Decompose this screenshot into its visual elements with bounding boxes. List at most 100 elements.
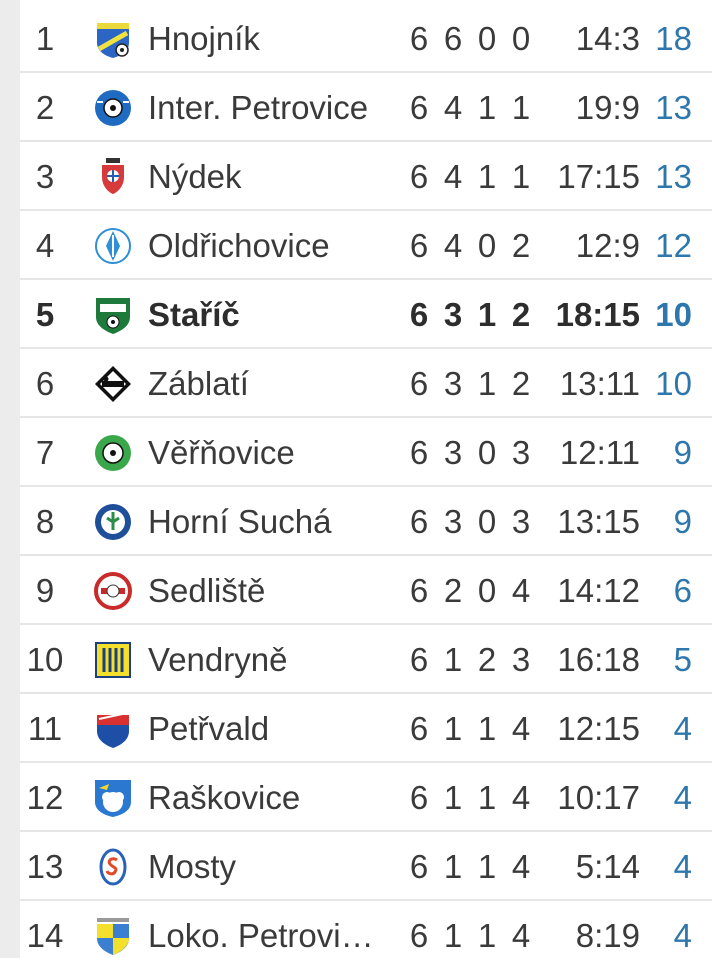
won-cell: 4 [443,227,463,264]
score-cell: 14:3 [575,20,640,57]
played-cell: 6 [409,779,429,816]
points-cell: 4 [673,710,692,747]
team-name[interactable]: Oldřichovice [148,227,330,264]
team-name[interactable]: Hnojník [148,20,260,57]
lost-cell: 2 [511,296,531,333]
won-cell: 6 [443,20,463,57]
points-cell: 9 [673,434,692,471]
rank-cell: 6 [35,365,55,402]
standings-table: 1 Hnojník 6 6 0 0 14:3 18 2 Inter. Petrovice 6 4 1 1 1… [20,0,712,958]
won-cell: 3 [443,434,463,471]
played-cell: 6 [409,227,429,264]
drawn-cell: 1 [477,365,497,402]
score-cell: 12:11 [559,434,640,471]
score-cell: 14:12 [557,572,640,609]
won-cell: 3 [443,365,463,402]
table-row[interactable]: 6 Záblatí 6 3 1 2 13:11 10 [20,350,712,418]
team-name[interactable]: Sedliště [148,572,266,609]
table-row[interactable]: 11 Petřvald 6 1 1 4 12:15 4 [20,695,712,763]
score-cell: 12:15 [557,710,640,747]
lost-cell: 3 [511,641,531,678]
drawn-cell: 2 [477,641,497,678]
lost-cell: 1 [511,89,531,126]
table-row[interactable]: 4 Oldřichovice 6 4 0 2 12:9 12 [20,212,712,280]
nydek-crest-icon [93,157,133,197]
team-name[interactable]: Nýdek [148,158,242,195]
won-cell: 1 [443,710,463,747]
rank-cell: 7 [35,434,55,471]
drawn-cell: 1 [477,158,497,195]
points-cell: 10 [655,365,692,402]
points-cell: 5 [673,641,692,678]
team-name[interactable]: Inter. Petrovice [148,89,369,126]
score-cell: 10:17 [557,779,640,816]
played-cell: 6 [409,503,429,540]
won-cell: 3 [443,503,463,540]
lost-cell: 4 [511,848,531,885]
inter-petrovice-crest-icon [93,88,133,128]
lost-cell: 0 [511,20,531,57]
points-cell: 9 [673,503,692,540]
drawn-cell: 0 [477,503,497,540]
won-cell: 2 [443,572,463,609]
table-row[interactable]: 12 Raškovice 6 1 1 4 10:17 4 [20,764,712,832]
table-row[interactable]: 5 Staříč 6 3 1 2 18:15 10 [20,281,712,349]
team-name[interactable]: Raškovice [148,779,301,816]
loko-petrovice-crest-icon [93,916,133,956]
team-name[interactable]: Horní Suchá [148,503,332,540]
score-cell: 8:19 [575,917,640,954]
rank-cell: 12 [26,779,64,816]
table-row[interactable]: 13 Mosty 6 1 1 4 5:14 4 [20,833,712,901]
won-cell: 3 [443,296,463,333]
lost-cell: 4 [511,710,531,747]
score-cell: 17:15 [557,158,640,195]
drawn-cell: 1 [477,917,497,954]
lost-cell: 4 [511,779,531,816]
score-cell: 18:15 [555,296,640,333]
lost-cell: 2 [511,227,531,264]
staric-crest-icon [93,295,133,335]
table-row[interactable]: 8 Horní Suchá 6 3 0 3 13:15 9 [20,488,712,556]
table-row[interactable]: 9 Sedliště 6 2 0 4 14:12 6 [20,557,712,625]
drawn-cell: 0 [477,434,497,471]
drawn-cell: 1 [477,848,497,885]
vendryne-crest-icon [93,640,133,680]
score-cell: 13:15 [557,503,640,540]
team-name[interactable]: Petřvald [148,710,270,747]
table-row[interactable]: 3 Nýdek 6 4 1 1 17:15 13 [20,143,712,211]
table-row[interactable]: 2 Inter. Petrovice 6 4 1 1 19:9 13 [20,74,712,142]
team-name[interactable]: Vendryně [148,641,288,678]
points-cell: 4 [673,779,692,816]
rank-cell: 10 [26,641,64,678]
points-cell: 4 [673,917,692,954]
verovice-crest-icon [93,433,133,473]
played-cell: 6 [409,710,429,747]
team-name[interactable]: Loko. Petrovi… [148,917,374,954]
played-cell: 6 [409,89,429,126]
mosty-crest-icon [93,847,133,887]
played-cell: 6 [409,158,429,195]
lost-cell: 4 [511,572,531,609]
drawn-cell: 1 [477,710,497,747]
table-row[interactable]: 14 Loko. Petrovi… 6 1 1 4 8:19 4 [20,902,712,958]
points-cell: 4 [673,848,692,885]
rank-cell: 11 [27,710,63,747]
drawn-cell: 0 [477,20,497,57]
oldrichovice-crest-icon [93,226,133,266]
team-name[interactable]: Mosty [148,848,237,885]
team-name[interactable]: Staříč [148,296,240,333]
table-row[interactable]: 10 Vendryně 6 1 2 3 16:18 5 [20,626,712,694]
drawn-cell: 0 [477,572,497,609]
team-name[interactable]: Záblatí [148,365,249,402]
table-row[interactable]: 1 Hnojník 6 6 0 0 14:3 18 [20,5,712,73]
won-cell: 1 [443,641,463,678]
won-cell: 4 [443,158,463,195]
played-cell: 6 [409,20,429,57]
table-row[interactable]: 7 Věřňovice 6 3 0 3 12:11 9 [20,419,712,487]
score-cell: 16:18 [557,641,640,678]
team-name[interactable]: Věřňovice [148,434,295,471]
rank-cell: 3 [35,158,55,195]
score-cell: 12:9 [575,227,640,264]
rank-cell: 4 [35,227,55,264]
score-cell: 19:9 [575,89,640,126]
